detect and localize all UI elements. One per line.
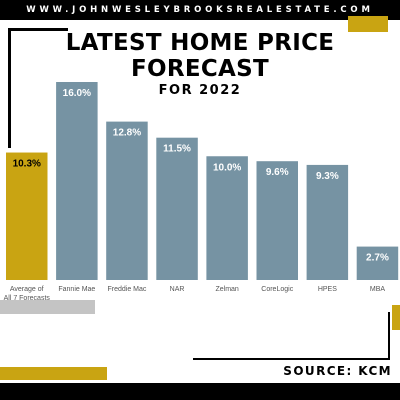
bar-nar: [156, 137, 198, 280]
gold-accent-right: [392, 305, 400, 330]
black-bar-bottom: [0, 383, 400, 400]
value-label-mba: 2.7%: [366, 253, 389, 264]
website-banner: WWW.JOHNWESLEYBROOKSREALESTATE.COM: [0, 0, 400, 20]
bar-zelman: [206, 156, 248, 280]
chart-title: LATEST HOME PRICE FORECAST: [60, 30, 340, 82]
category-label-freddie-mac: Freddie Mac: [107, 286, 146, 293]
category-label-average-of-all-7-forecasts: Average of All 7 Forecasts: [4, 286, 51, 302]
bar-fannie-mae: [56, 82, 98, 280]
bar-corelogic: [256, 161, 298, 280]
gold-accent-top-right: [348, 16, 388, 32]
category-label-nar: NAR: [170, 286, 185, 293]
category-label-corelogic: CoreLogic: [261, 286, 293, 293]
gray-accent-bar: [0, 300, 95, 314]
category-label-fannie-mae: Fannie Mae: [58, 286, 95, 293]
title-line-1: LATEST HOME PRICE: [65, 30, 335, 56]
bar-freddie-mac: [106, 121, 148, 280]
source-label: SOURCE: KCM: [283, 364, 392, 378]
frame-line-bottom: [193, 358, 390, 360]
bar-hpes: [306, 164, 349, 280]
gold-accent-bottom-left: [0, 367, 107, 380]
chart-subtitle: FOR 2022: [158, 83, 242, 98]
frame-line-left: [8, 28, 11, 148]
value-label-corelogic: 9.6%: [266, 167, 289, 178]
category-label-hpes: HPES: [318, 286, 337, 293]
frame-line-right: [388, 312, 390, 360]
bar-average-of-all-7-forecasts: [6, 152, 48, 280]
bar-mba: [356, 246, 399, 280]
frame-line-top: [8, 28, 68, 31]
value-label-nar: 11.5%: [163, 144, 191, 155]
category-label-zelman: Zelman: [215, 286, 238, 293]
value-label-fannie-mae: 16.0%: [63, 88, 91, 99]
value-label-freddie-mac: 12.8%: [113, 128, 141, 139]
title-line-2: FORECAST: [130, 56, 270, 82]
value-label-hpes: 9.3%: [316, 171, 339, 182]
value-label-average-of-all-7-forecasts: 10.3%: [13, 159, 41, 170]
value-label-zelman: 10.0%: [213, 162, 241, 173]
category-label-mba: MBA: [370, 286, 386, 293]
